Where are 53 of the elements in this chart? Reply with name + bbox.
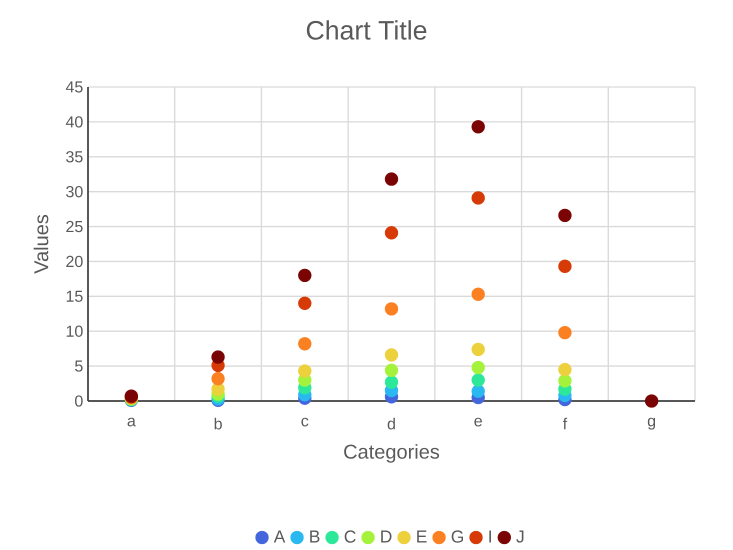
y-tick-label: 35 [66, 151, 83, 162]
y-tick-label: 0 [75, 395, 83, 407]
y-tick-label: 40 [66, 116, 83, 128]
x-tick-label: g [648, 418, 656, 430]
point [472, 360, 485, 374]
x-tick-label: d [388, 418, 395, 430]
x-tick-label: b [214, 418, 222, 430]
point [384, 364, 398, 378]
point [644, 394, 658, 408]
point [298, 296, 312, 310]
point [558, 208, 572, 222]
x-axis-title: Categories [344, 444, 440, 463]
legend-label: E [417, 530, 427, 543]
point [558, 374, 572, 388]
point [384, 348, 398, 362]
point [472, 384, 485, 398]
legend-label: J [516, 530, 524, 543]
y-tick-label: 25 [66, 220, 83, 232]
y-tick-label: 15 [66, 290, 83, 302]
point [211, 350, 225, 364]
legend-label: B [310, 530, 320, 543]
point [472, 120, 485, 134]
point [384, 172, 398, 186]
point [558, 362, 572, 376]
y-axis-title: Values [34, 214, 48, 274]
point [472, 288, 485, 301]
y-tick-label: 10 [66, 326, 83, 337]
point [384, 376, 398, 389]
point [472, 191, 485, 205]
point [384, 302, 398, 316]
chart-title: Chart Title [306, 20, 426, 40]
legend-label: G [452, 530, 463, 543]
y-tick-label: 45 [66, 81, 83, 93]
point [298, 337, 312, 351]
point [298, 268, 312, 282]
point [211, 372, 225, 386]
point [472, 373, 485, 387]
legend-label: A [274, 530, 286, 543]
legend-label: C [344, 530, 356, 543]
x-tick-label: a [128, 418, 136, 427]
y-tick-label: 5 [75, 360, 83, 372]
x-tick-label: f [562, 418, 568, 430]
x-tick-label: c [301, 418, 308, 427]
point [558, 260, 572, 274]
y-tick-label: 30 [66, 186, 83, 198]
legend-label: D [381, 530, 392, 543]
x-tick-label: e [474, 418, 482, 427]
y-tick-label: 20 [66, 256, 83, 268]
point [558, 326, 572, 340]
legend-label: I [489, 530, 491, 543]
point [384, 226, 398, 240]
point [472, 342, 485, 356]
point [298, 364, 312, 378]
